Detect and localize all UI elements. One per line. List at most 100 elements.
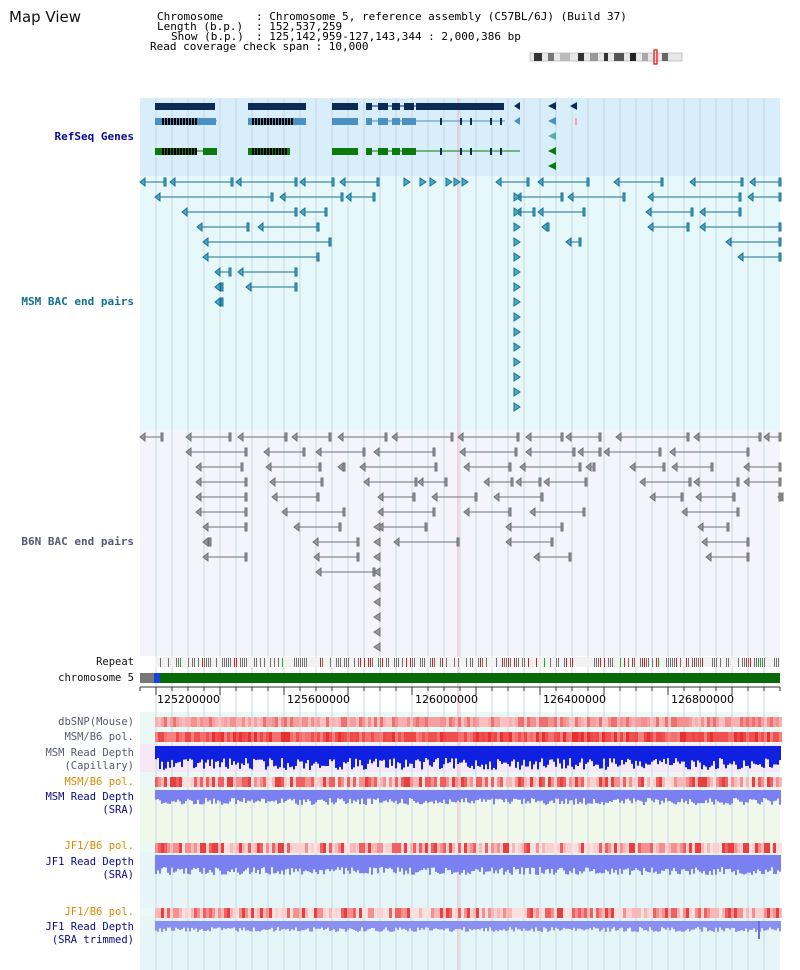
heat-cell xyxy=(425,908,428,918)
depth-bar xyxy=(413,855,415,875)
depth-bar xyxy=(285,855,287,870)
heat-cell xyxy=(614,843,617,853)
b6n-bac-pair-end xyxy=(693,476,700,488)
depth-bar xyxy=(461,746,463,763)
depth-bar xyxy=(553,855,555,875)
gene-exon-mark xyxy=(267,118,269,125)
heat-cell xyxy=(680,843,683,853)
heat-cell xyxy=(707,777,710,787)
heat-cell xyxy=(584,908,587,918)
b6n-bac-pair-end xyxy=(244,507,248,517)
heat-cell xyxy=(422,908,425,918)
heat-cell xyxy=(536,777,539,787)
depth-bar xyxy=(523,855,525,875)
depth-bar xyxy=(437,855,439,873)
heat-cell xyxy=(686,777,689,787)
heat-cell xyxy=(182,732,185,742)
depth-bar xyxy=(711,921,713,931)
depth-bar xyxy=(701,790,703,804)
heat-cell xyxy=(749,908,752,918)
depth-bar xyxy=(665,790,667,799)
heat-cell xyxy=(725,717,728,727)
heat-cell xyxy=(245,843,248,853)
depth-bar xyxy=(467,746,469,767)
heat-cell xyxy=(185,908,188,918)
heat-cell xyxy=(572,908,575,918)
depth-bar xyxy=(211,746,213,760)
depth-bar xyxy=(195,855,197,869)
depth-bar xyxy=(679,746,681,764)
depth-bar xyxy=(623,921,625,932)
depth-bar xyxy=(357,855,359,871)
depth-bar xyxy=(745,746,747,767)
heat-cell xyxy=(761,732,764,742)
depth-bar xyxy=(745,855,747,874)
heat-cell xyxy=(461,777,464,787)
depth-bar xyxy=(263,746,265,762)
heat-cell xyxy=(458,908,461,918)
heat-cell xyxy=(335,732,338,742)
heat-cell xyxy=(779,843,782,853)
b6n-bac-pair-end xyxy=(195,461,202,473)
repeat-mark xyxy=(440,658,441,667)
depth-bar xyxy=(771,855,773,868)
b6n-bac-pair-end xyxy=(525,431,532,443)
heat-cell xyxy=(518,843,521,853)
repeat-mark xyxy=(750,658,751,667)
heat-cell xyxy=(287,777,290,787)
depth-bar xyxy=(597,921,599,929)
refseq-gene-features xyxy=(155,102,577,170)
heat-cell xyxy=(686,732,689,742)
heat-cell xyxy=(368,717,371,727)
heat-cell xyxy=(635,908,638,918)
depth-bar xyxy=(651,746,653,762)
depth-bar xyxy=(241,790,243,802)
depth-bar xyxy=(559,855,561,869)
heat-cell xyxy=(479,717,482,727)
repeat-mark xyxy=(198,658,199,667)
heat-cell xyxy=(287,843,290,853)
heat-cell xyxy=(581,777,584,787)
depth-bar xyxy=(497,746,499,760)
depth-bar xyxy=(401,921,403,930)
repeat-mark xyxy=(176,658,177,667)
gene-exon-mark xyxy=(460,148,462,155)
heat-cell xyxy=(590,777,593,787)
heat-cell xyxy=(698,843,701,853)
heat-cell xyxy=(455,843,458,853)
heat-cell xyxy=(329,777,332,787)
depth-bar xyxy=(627,921,629,929)
b6n-bac-pair-end xyxy=(284,432,288,442)
heat-cell xyxy=(353,777,356,787)
depth-bar xyxy=(549,855,551,874)
heat-cell xyxy=(167,843,170,853)
b6n-bac-pair-end xyxy=(356,537,360,547)
heat-cell xyxy=(332,717,335,727)
repeat-mark xyxy=(778,658,779,667)
heat-cell xyxy=(701,843,704,853)
heat-cell xyxy=(284,908,287,918)
depth-bar xyxy=(645,921,647,930)
heat-cell xyxy=(434,717,437,727)
heat-cell xyxy=(620,777,623,787)
repeat-mark xyxy=(742,658,743,667)
heat-cell xyxy=(290,777,293,787)
heat-cell xyxy=(308,777,311,787)
msm-bac-pair-end xyxy=(647,191,654,203)
depth-bar xyxy=(629,855,631,875)
heat-cell xyxy=(566,843,569,853)
b6n-bac-pair-end xyxy=(615,431,622,443)
depth-bar xyxy=(727,921,729,929)
depth-bar xyxy=(753,855,755,872)
depth-bar xyxy=(407,921,409,932)
depth-bar xyxy=(489,921,491,928)
depth-bar xyxy=(175,921,177,928)
heat-cell xyxy=(455,908,458,918)
depth-bar xyxy=(533,855,535,869)
heat-cell xyxy=(296,717,299,727)
msm-bac-end xyxy=(453,177,461,187)
heat-cell xyxy=(719,843,722,853)
depth-bar xyxy=(359,921,361,931)
heat-cell xyxy=(566,777,569,787)
